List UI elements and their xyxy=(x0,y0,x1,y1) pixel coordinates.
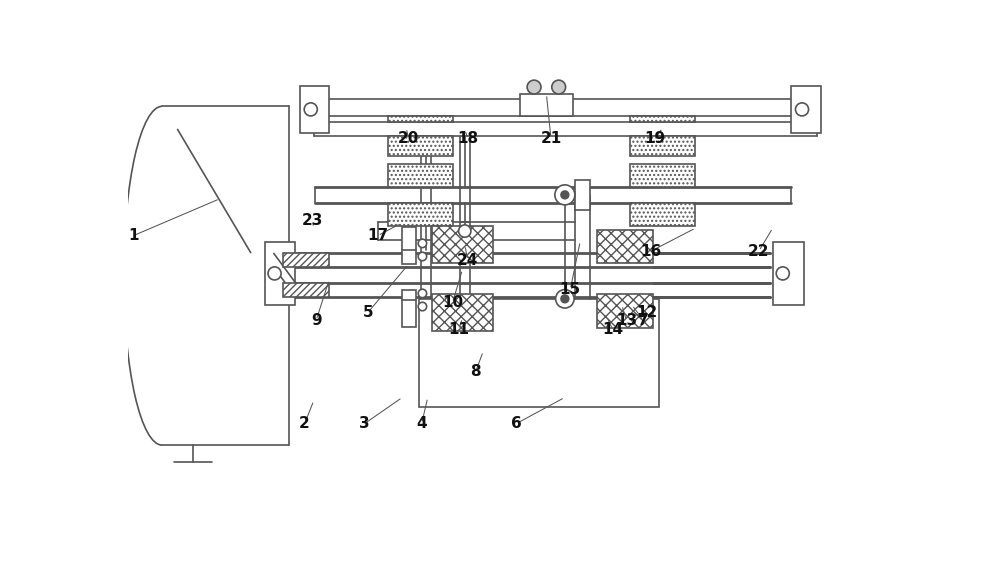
Text: 23: 23 xyxy=(302,213,323,228)
Text: 21: 21 xyxy=(540,131,562,146)
Text: 15: 15 xyxy=(560,282,581,297)
Circle shape xyxy=(304,103,317,116)
Circle shape xyxy=(555,185,575,205)
Bar xyxy=(630,164,695,187)
Text: 17: 17 xyxy=(367,228,388,243)
Text: 19: 19 xyxy=(644,131,666,146)
Bar xyxy=(597,229,653,264)
Text: 2: 2 xyxy=(299,416,310,431)
Bar xyxy=(283,283,329,297)
Bar xyxy=(432,227,493,264)
Bar xyxy=(388,116,453,122)
Bar xyxy=(630,202,695,225)
Circle shape xyxy=(418,252,427,261)
Circle shape xyxy=(268,267,281,280)
Text: 10: 10 xyxy=(442,295,463,310)
Bar xyxy=(630,116,695,122)
Text: 13: 13 xyxy=(616,313,637,328)
Bar xyxy=(520,94,573,116)
Text: 5: 5 xyxy=(362,305,373,320)
Text: 7: 7 xyxy=(638,313,649,328)
Text: 8: 8 xyxy=(470,365,481,380)
Bar xyxy=(630,136,695,155)
Bar xyxy=(426,306,651,399)
Text: 16: 16 xyxy=(640,243,662,258)
Text: 20: 20 xyxy=(398,131,419,146)
Bar xyxy=(402,227,416,264)
Bar xyxy=(388,164,453,187)
Bar xyxy=(432,294,493,331)
Circle shape xyxy=(795,103,809,116)
Bar xyxy=(402,290,416,327)
Circle shape xyxy=(527,80,541,94)
Bar xyxy=(300,86,329,132)
Text: 3: 3 xyxy=(359,416,370,431)
Text: 9: 9 xyxy=(311,313,321,328)
Bar xyxy=(773,242,804,305)
Bar xyxy=(388,136,453,155)
Circle shape xyxy=(552,80,566,94)
Text: 12: 12 xyxy=(637,305,658,320)
Circle shape xyxy=(418,289,427,298)
Text: 11: 11 xyxy=(448,322,469,337)
Circle shape xyxy=(459,225,471,237)
Text: 22: 22 xyxy=(748,243,770,258)
Bar xyxy=(791,86,821,132)
Bar xyxy=(419,299,659,406)
Text: 4: 4 xyxy=(416,416,427,431)
Circle shape xyxy=(418,239,427,247)
Text: 6: 6 xyxy=(511,416,522,431)
Text: 14: 14 xyxy=(602,322,623,337)
Text: 18: 18 xyxy=(457,131,478,146)
Bar xyxy=(388,202,453,225)
Bar xyxy=(265,242,295,305)
Bar xyxy=(283,253,329,267)
Circle shape xyxy=(418,302,427,311)
Bar xyxy=(597,294,653,328)
Text: 1: 1 xyxy=(128,228,139,243)
Circle shape xyxy=(561,295,569,303)
Text: 24: 24 xyxy=(457,253,479,268)
Circle shape xyxy=(776,267,789,280)
Circle shape xyxy=(561,191,569,199)
Bar xyxy=(575,180,590,209)
Circle shape xyxy=(556,290,574,308)
